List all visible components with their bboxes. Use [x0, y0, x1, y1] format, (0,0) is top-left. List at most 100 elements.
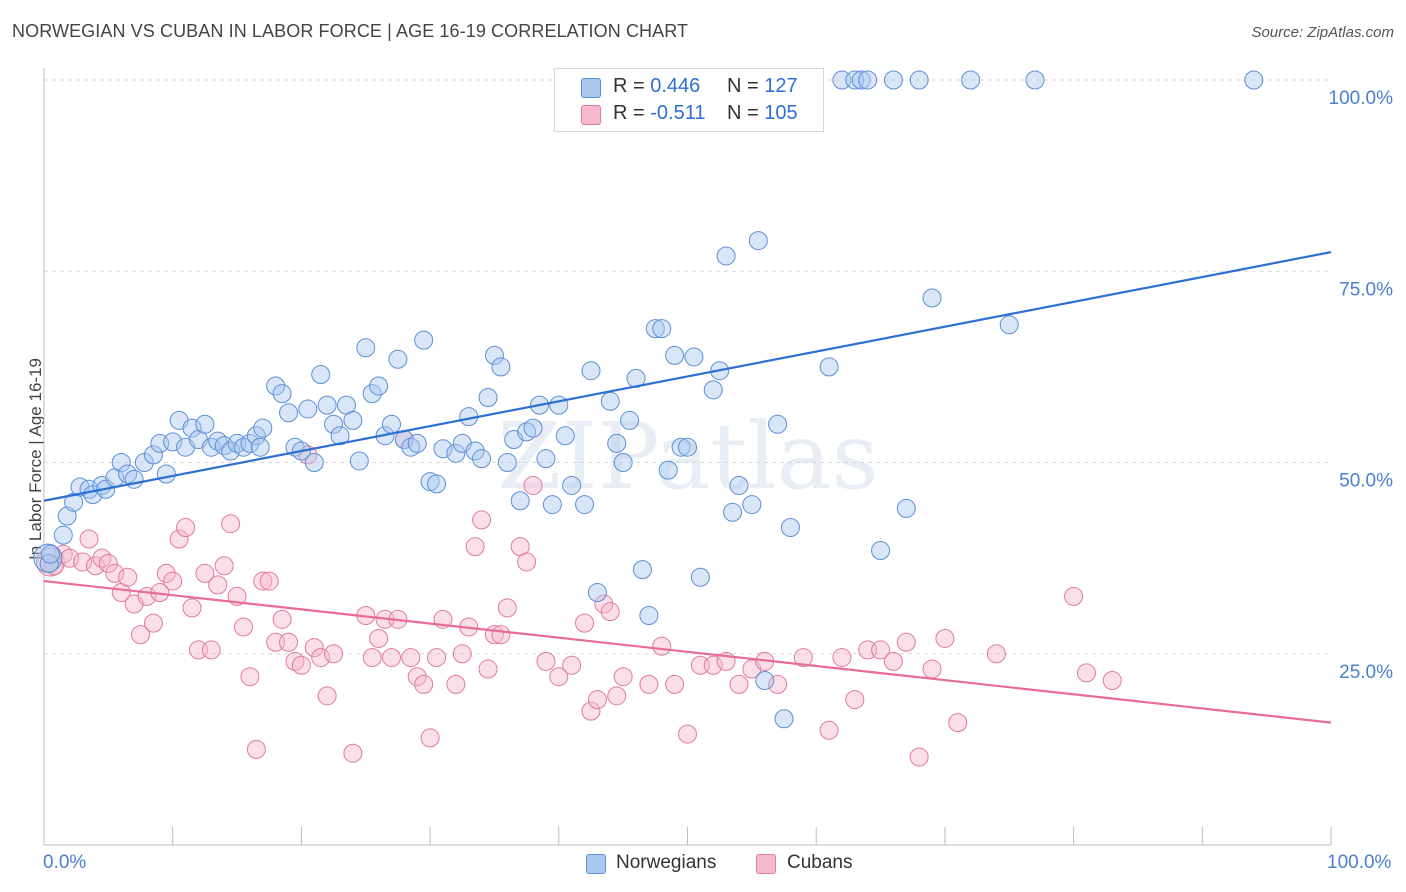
norwegians-n: N = 127	[727, 75, 798, 98]
norwegian-point	[388, 349, 408, 369]
norwegian-point	[652, 319, 672, 339]
cuban-point	[1102, 671, 1122, 691]
chart-title: NORWEGIAN VS CUBAN IN LABOR FORCE | AGE …	[12, 21, 689, 41]
cuban-point	[201, 640, 221, 660]
cuban-point	[414, 674, 434, 694]
y-tick-label-2: 75.0%	[1339, 279, 1393, 300]
norwegian-point	[362, 384, 382, 404]
grid	[44, 79, 1331, 655]
norwegian-point	[118, 464, 138, 484]
norwegian-point	[497, 453, 517, 472]
cuban-point	[291, 655, 311, 675]
norwegian-trend-line	[43, 251, 1332, 502]
cuban-point	[523, 475, 543, 495]
norwegian-point	[639, 606, 659, 625]
cuban-point	[703, 655, 723, 675]
cuban-point	[221, 514, 241, 534]
cuban-point	[909, 747, 929, 767]
norwegian-point	[240, 433, 260, 453]
cuban-point	[246, 739, 266, 759]
legend-cubans-label: Cubans	[787, 852, 853, 873]
cuban-point	[832, 648, 852, 668]
norwegian-point	[465, 441, 485, 461]
norwegian-point	[858, 70, 878, 90]
norwegian-point	[549, 395, 569, 415]
cuban-point	[311, 648, 331, 668]
cuban-point	[118, 567, 138, 587]
cuban-point	[575, 613, 595, 633]
cuban-point	[362, 648, 382, 668]
cuban-point	[729, 674, 749, 694]
cuban-point	[986, 644, 1006, 664]
norwegian-point	[909, 70, 929, 90]
norwegian-point	[343, 410, 363, 430]
y-tick-label-1: 50.0%	[1339, 471, 1393, 492]
norwegian-point	[536, 449, 556, 469]
cuban-point	[98, 553, 118, 573]
norwegian-point	[703, 380, 723, 400]
y-tick-labels: 25.0% 50.0% 75.0% 100.0%	[1329, 88, 1394, 683]
cubans-n: N = 105	[727, 102, 798, 125]
legend-cubans-swatch	[756, 854, 776, 874]
norwegian-point	[407, 433, 427, 453]
cuban-point	[948, 713, 968, 733]
cubans-swatch	[581, 105, 601, 125]
source-credit: Source: ZipAtlas.com	[1251, 24, 1394, 41]
norwegian-point	[851, 70, 871, 90]
cuban-point	[652, 636, 672, 656]
norwegian-point	[143, 445, 163, 465]
norwegian-point	[600, 391, 620, 411]
cuban-point	[369, 628, 389, 648]
cuban-point	[214, 556, 234, 576]
norwegian-point	[896, 498, 916, 518]
cuban-point	[73, 552, 93, 572]
norwegian-point	[472, 449, 492, 469]
cuban-point	[381, 648, 401, 668]
r-value: 0.446	[650, 75, 701, 97]
cuban-point	[272, 609, 292, 629]
x-tick-label-max: 100.0%	[1327, 852, 1392, 873]
cuban-trend-line	[43, 579, 1332, 724]
cuban-point	[1064, 586, 1084, 606]
norwegians-points	[33, 70, 1264, 729]
norwegian-point	[414, 330, 434, 350]
norwegian-point	[671, 437, 691, 457]
norwegian-point	[748, 231, 768, 251]
cuban-point	[156, 563, 176, 583]
norwegian-point	[871, 540, 891, 560]
cuban-point	[517, 552, 537, 572]
norwegian-point	[330, 426, 350, 446]
stats-legend: R = 0.446 N = 127 R = -0.511 N = 105	[554, 68, 824, 132]
cuban-point	[587, 690, 607, 710]
cuban-point	[208, 575, 228, 595]
norwegian-point	[780, 518, 800, 538]
cuban-point	[690, 655, 710, 675]
cuban-point	[472, 510, 492, 530]
cuban-point	[497, 598, 517, 618]
norwegian-point	[922, 288, 942, 308]
norwegian-point	[250, 437, 270, 457]
cuban-point	[1076, 663, 1096, 683]
y-tick-label-3: 100.0%	[1329, 88, 1394, 109]
norwegian-point	[221, 441, 241, 461]
norwegian-point	[742, 495, 762, 515]
cuban-point	[562, 655, 582, 675]
n-label: N =	[727, 75, 759, 97]
norwegian-point	[581, 361, 601, 381]
cuban-point	[266, 632, 286, 652]
cuban-point	[401, 648, 421, 668]
cuban-point	[600, 602, 620, 622]
norwegian-point	[491, 357, 511, 377]
cuban-point	[324, 644, 344, 664]
cuban-point	[279, 632, 299, 652]
norwegian-point	[768, 414, 788, 434]
norwegian-point	[658, 460, 678, 480]
cuban-point	[871, 640, 891, 660]
cuban-point	[613, 667, 633, 687]
norwegian-point	[111, 453, 131, 472]
norwegian-point	[304, 453, 324, 472]
norwegian-point	[195, 414, 215, 434]
norwegian-point	[632, 560, 652, 580]
norwegians-swatch	[581, 78, 601, 98]
cuban-point	[581, 701, 601, 721]
